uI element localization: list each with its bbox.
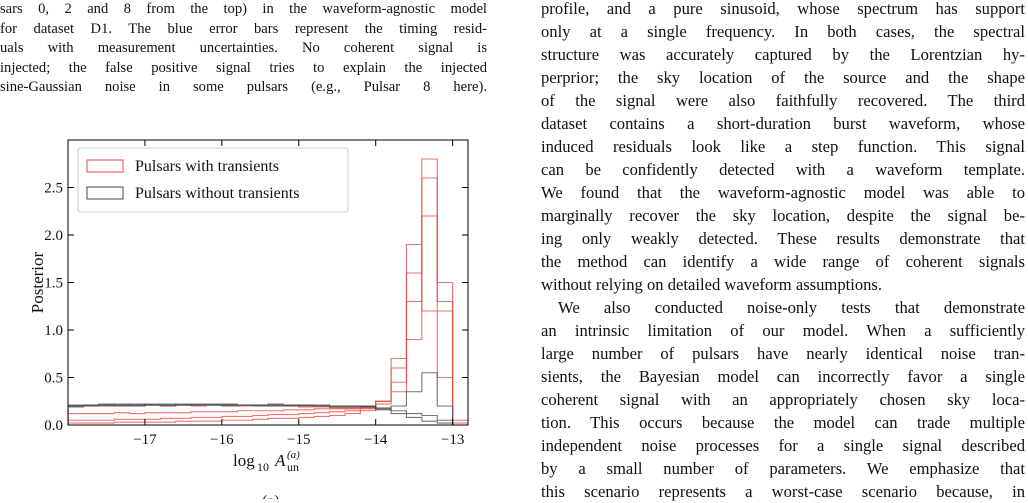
subfigure-label: (a) [262, 493, 280, 499]
figure: −17 −16 −15 −14 −13 0.0 0.5 1.0 1.5 2.0 2.5 Posteri… [28, 139, 469, 499]
body-line: profile, and a pure sinusoid, whose spec… [541, 0, 1025, 18]
body-line: structure was accurately captured by the… [541, 44, 1025, 64]
caption-line: sars 0, 2 and 8 from the top) in the wav… [0, 1, 487, 17]
caption-line: for dataset D1. The blue error bars repr… [0, 20, 487, 37]
x-axis-label: A [274, 451, 286, 470]
x-tick-label: −13 [441, 432, 464, 448]
body-line: induced residuals look like a step funct… [541, 136, 1025, 156]
body-line: marginally recover the sky location, des… [541, 205, 1025, 225]
y-tick-label: 0.5 [44, 371, 63, 387]
x-tick-label: −15 [287, 432, 310, 448]
legend-swatch [86, 159, 124, 173]
legend-label: Pulsars without transients [135, 185, 299, 202]
body-line: ing only weakly detected. These results … [541, 228, 1025, 248]
body-line: We also conducted noise-only tests that … [558, 297, 1025, 317]
y-tick-label: 1.5 [44, 276, 63, 292]
body-line: We found that the waveform-agnostic mode… [541, 182, 1025, 202]
body-line: can be confidently detected with a wavef… [541, 159, 1025, 179]
x-axis-label: log [233, 451, 255, 470]
x-tick-label: −14 [364, 432, 388, 448]
x-axis-label: 10 [257, 460, 269, 474]
caption-line: uals with measurement uncertainties. No … [0, 40, 487, 56]
histogram [68, 372, 468, 425]
body-line: without relying on detailed waveform ass… [541, 274, 883, 294]
body-line: of the signal were also faithfully recov… [541, 90, 1025, 110]
y-tick-label: 1.0 [44, 323, 63, 339]
y-tick-label: 2.5 [44, 181, 63, 197]
x-tick-label: −17 [133, 432, 157, 448]
body-line: the method can identify a wide range of … [541, 251, 1025, 271]
body-line: an intrinsic limitation of our model. Wh… [541, 320, 1025, 340]
body-line: perprior; the sky location of the source… [541, 67, 1025, 87]
plot [68, 158, 468, 425]
body-line: by a small number of parameters. We emph… [541, 458, 1025, 478]
histogram [68, 215, 468, 425]
body-line: independent noise processes for a single… [541, 435, 1025, 455]
legend-label: Pulsars with transients [135, 158, 279, 175]
body-line: tion. This occurs because the model can … [541, 412, 1025, 432]
x-tick-label: −16 [210, 432, 234, 448]
histogram [68, 403, 468, 425]
legend-swatch [86, 186, 124, 200]
x-axis-label: un [287, 460, 299, 474]
legend-box [77, 147, 349, 213]
caption-line: injected; the false positive signal trie… [0, 59, 487, 76]
body-line: this scenario represents a worst-case sc… [541, 481, 1025, 501]
y-tick-label: 2.0 [44, 228, 63, 244]
body-line: coherent signal with an appropriately ch… [541, 389, 1025, 409]
histogram [68, 243, 468, 425]
body-line: sients, the Bayesian model can incorrect… [541, 366, 1025, 386]
y-axis-label: Posterior [28, 251, 47, 313]
body-line: large number of pulsars have nearly iden… [541, 343, 1025, 363]
y-tick-label: 0.0 [44, 418, 63, 434]
body-line: dataset contains a short-duration burst … [541, 113, 1025, 133]
body-line: only at a single frequency. In both case… [541, 21, 1025, 41]
x-axis-label: (a) [287, 449, 300, 461]
histogram [68, 177, 468, 425]
caption-line: sine-Gaussian noise in some pulsars (e.g… [0, 79, 487, 95]
